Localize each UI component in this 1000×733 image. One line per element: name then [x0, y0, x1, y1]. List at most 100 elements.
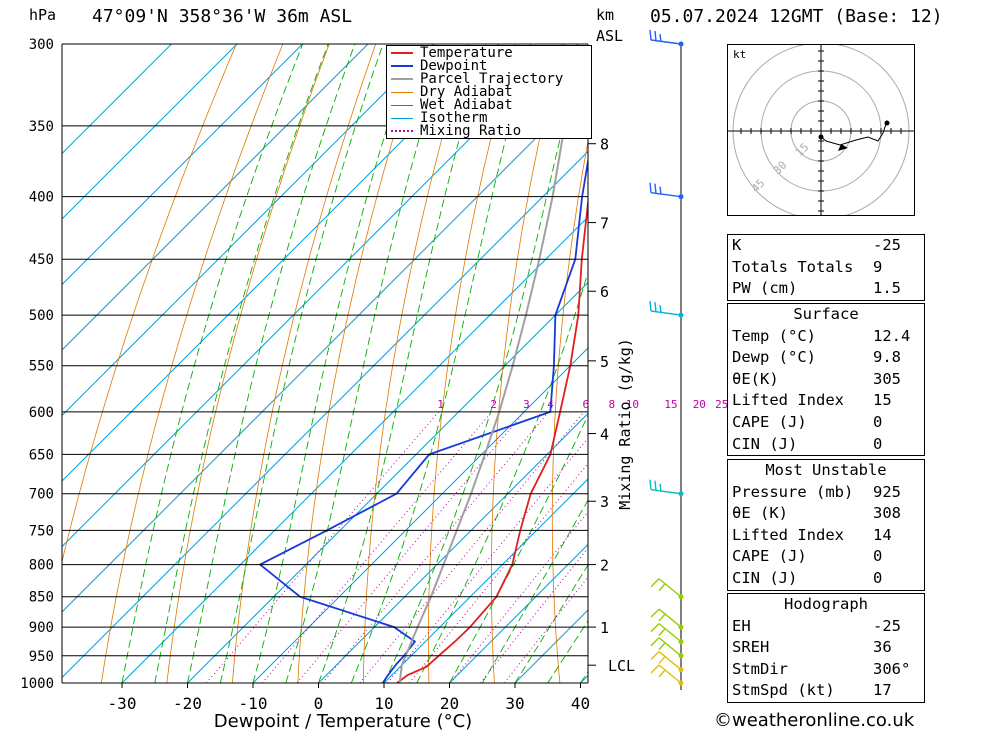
- row-label: Pressure (mb): [732, 482, 854, 501]
- row-label: Temp (°C): [732, 326, 816, 345]
- table-row: StmSpd (kt) 17: [728, 680, 924, 702]
- row-label: StmDir: [732, 659, 788, 678]
- indices-table: K -25 Totals Totals 9 PW (cm) 1.5: [727, 234, 925, 301]
- row-value: 0: [873, 568, 883, 587]
- legend-label: Dry Adiabat: [420, 84, 513, 100]
- barb-flag: [659, 483, 662, 492]
- legend-label: Dewpoint: [420, 58, 488, 74]
- mixing-ratio-line: [322, 411, 549, 683]
- x-tick-label: 10: [374, 694, 393, 713]
- chart-legend: Temperature Dewpoint Parcel Trajectory D…: [386, 45, 592, 139]
- wet-adiabat-line: [514, 564, 588, 683]
- legend-item-wet-adiabat: Wet Adiabat: [391, 98, 513, 112]
- site-link[interactable]: weatheronline.co.uk: [732, 710, 915, 731]
- wind-barb: [650, 651, 682, 671]
- hpa-unit-label: hPa: [29, 6, 57, 24]
- barb-flag: [658, 613, 666, 622]
- wind-barb: [650, 637, 682, 657]
- x-tick-label: 40: [571, 694, 590, 713]
- km-tick-label: 7: [600, 215, 609, 233]
- footer-credit[interactable]: ©weatheronline.co.uk: [714, 710, 914, 731]
- isotherm-line: [121, 216, 588, 683]
- lcl-label: LCL: [608, 657, 635, 675]
- row-label: Totals Totals: [732, 257, 854, 276]
- row-label: Dewp (°C): [732, 348, 816, 367]
- barb-staff: [658, 608, 682, 628]
- barb-flag: [658, 656, 666, 665]
- isotherm-line: [317, 412, 588, 683]
- row-label: CIN (J): [732, 568, 798, 587]
- mixing-ratio-label: 3: [523, 398, 530, 411]
- barb-flag: [659, 305, 662, 314]
- surface-table: Surface Temp (°C) 12.4 Dewp (°C) 9.8 θE(K)…: [727, 303, 925, 457]
- dry-adiabat-line: [979, 0, 1000, 709]
- dry-adiabat-line: [166, 44, 330, 683]
- wind-barb: [649, 182, 682, 198]
- row-label: θE(K): [732, 369, 779, 388]
- table-row: PW (cm) 1.5: [728, 278, 924, 300]
- mixing-ratio-label: 2: [490, 398, 497, 411]
- dry-adiabat-line: [668, 0, 719, 709]
- mixing-ratio-axis-title: Mixing Ratio (g/kg): [616, 338, 634, 510]
- pressure-tick-label: 450: [29, 252, 54, 268]
- legend-label: Parcel Trajectory: [420, 71, 564, 87]
- row-value: 0: [873, 434, 883, 453]
- isotherm-line: [62, 44, 238, 220]
- hodo-unit-label: kt: [733, 48, 746, 61]
- isotherm-line: [62, 44, 369, 351]
- table-row: Dewp (°C) 9.8: [728, 347, 924, 369]
- legend-swatch: [391, 130, 413, 132]
- barb-flag: [650, 578, 660, 588]
- wind-barb: [650, 623, 682, 643]
- barb-flag: [654, 302, 657, 313]
- table-row: SREH 36: [728, 637, 924, 659]
- table-row: Totals Totals 9: [728, 257, 924, 279]
- hodo-ring-label: 30: [771, 159, 790, 178]
- row-value: 1.5: [873, 279, 901, 298]
- pressure-tick-label: 650: [29, 447, 54, 463]
- barb-flag: [654, 30, 657, 42]
- km-tick-label: 5: [600, 353, 609, 371]
- km-tick-label: 3: [600, 493, 609, 511]
- barb-flag: [659, 186, 662, 195]
- barb-flag: [650, 651, 660, 661]
- km-tick-label: 2: [600, 557, 609, 575]
- mixing-ratio-label: 15: [664, 398, 677, 411]
- barb-staff: [658, 578, 682, 598]
- mixing-ratio-label: 8: [608, 398, 615, 411]
- wet-adiabat-line: [252, 44, 415, 683]
- location-title: 47°09'N 358°36'W 36m ASL: [92, 6, 353, 27]
- wind-barb: [649, 29, 682, 45]
- isotherm-line: [62, 85, 588, 613]
- x-tick-label: 0: [314, 694, 324, 713]
- x-tick-label: -10: [239, 694, 268, 713]
- table-row: Temp (°C) 12.4: [728, 326, 924, 348]
- row-label: K: [732, 236, 742, 254]
- legend-swatch: [391, 104, 413, 106]
- pressure-tick-label: 550: [29, 359, 54, 375]
- section-title: Hodograph: [784, 595, 868, 613]
- barb-flag: [649, 182, 652, 193]
- wind-barb: [650, 578, 682, 598]
- legend-swatch: [391, 78, 413, 80]
- mixing-ratio-line: [296, 411, 525, 683]
- km-tick-label: 4: [600, 426, 609, 444]
- row-value: 308: [873, 504, 901, 523]
- barb-flag: [650, 637, 660, 647]
- row-label: CAPE (J): [732, 547, 807, 566]
- hodo-ring-label: 45: [749, 177, 768, 196]
- table-row: EH -25: [728, 616, 924, 638]
- km-unit-label: km: [596, 6, 615, 24]
- barb-flag: [650, 623, 660, 633]
- barb-flag: [649, 301, 652, 312]
- table-row: θE (K) 308: [728, 503, 924, 525]
- legend-label: Mixing Ratio: [420, 123, 522, 139]
- barb-staff: [658, 664, 682, 684]
- hodo-end-dot: [884, 120, 890, 126]
- row-value: 9.8: [873, 348, 901, 367]
- pressure-tick-label: 1000: [20, 676, 54, 692]
- mixing-ratio-label: 1: [437, 398, 444, 411]
- row-label: EH: [732, 616, 751, 635]
- row-label: Lifted Index: [732, 525, 844, 544]
